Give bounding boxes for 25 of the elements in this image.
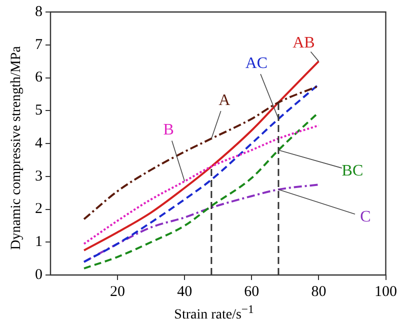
y-tick-label: 3 [35, 168, 42, 184]
x-axis-title: Strain rate/s$^{−1}$ [173, 303, 255, 324]
line-series [83, 84, 320, 220]
y-axis-title: Dynamic compressive strength/MPa [9, 45, 25, 252]
y-tick-label: 6 [35, 70, 43, 86]
y-tick-label: 0 [35, 266, 42, 283]
y-tick-label: 7 [35, 36, 43, 53]
line-series [83, 83, 320, 263]
text: C [360, 208, 371, 226]
x-tick-label: 100 [374, 284, 397, 300]
series-label: A [218, 92, 231, 109]
text: AC [245, 55, 268, 72]
y-tick-label: 2 [35, 201, 42, 218]
x-tick-label: 40 [177, 284, 192, 300]
y-tick-label: 5 [35, 102, 42, 119]
x-tick-label: 60 [244, 284, 260, 300]
line-series [83, 124, 320, 245]
x-tick-label: 20 [110, 284, 126, 300]
y-tick-label: 1 [35, 234, 42, 250]
x-tick-label: 80 [311, 284, 326, 300]
text: BC [342, 162, 364, 180]
text: B [163, 122, 174, 139]
series-label: AB [292, 34, 315, 52]
y-tick-label: 8 [35, 4, 42, 20]
y-tick-label: 4 [35, 135, 43, 152]
